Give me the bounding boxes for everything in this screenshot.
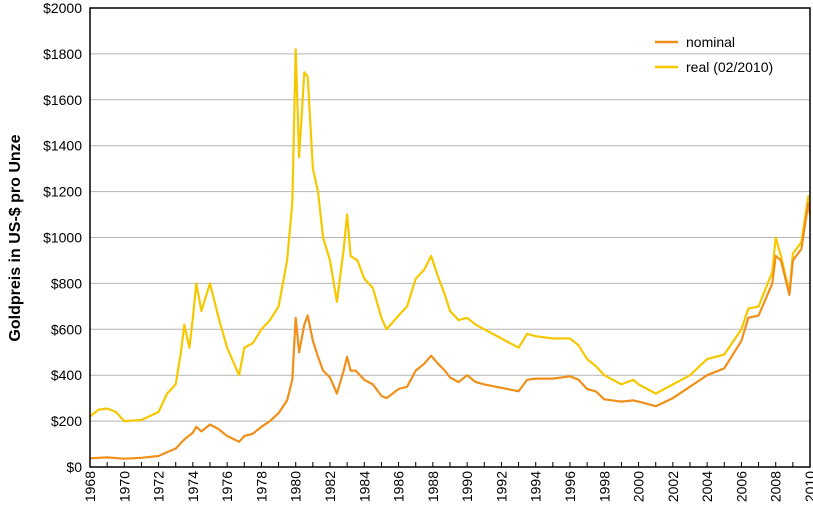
legend: nominal real (02/2010) (655, 34, 773, 75)
y-tick-label: $0 (66, 459, 82, 475)
x-tick-label: 2000 (631, 471, 647, 502)
x-tick-label: 2010 (802, 471, 813, 502)
x-tick-label: 2002 (665, 471, 681, 502)
y-tick-label: $600 (51, 321, 82, 337)
x-tick-label: 1972 (151, 471, 167, 502)
y-tick-label: $200 (51, 413, 82, 429)
y-tick-label: $1800 (43, 46, 82, 62)
legend-label-nominal: nominal (686, 34, 735, 50)
x-tick-label: 1992 (493, 471, 509, 502)
x-tick-label: 1974 (185, 471, 201, 502)
y-tick-label: $1200 (43, 184, 82, 200)
x-tick-label: 1996 (562, 471, 578, 502)
y-tick-label: $1000 (43, 230, 82, 246)
y-axis-label: Goldpreis in US-$ pro Unze (7, 134, 24, 341)
y-tick-label: $1400 (43, 138, 82, 154)
plot-frame (89, 7, 811, 468)
x-tick-label: 1982 (322, 471, 338, 502)
x-tick-label: 1978 (253, 471, 269, 502)
x-tick-label: 2004 (699, 471, 715, 502)
x-tick-label: 1986 (391, 471, 407, 502)
y-tick-label: $2000 (43, 0, 82, 16)
x-tick-label: 1970 (116, 471, 132, 502)
x-tick-label: 1968 (82, 471, 98, 502)
x-tick-label: 1988 (425, 471, 441, 502)
x-tick-label: 1998 (596, 471, 612, 502)
y-tick-label: $1600 (43, 92, 82, 108)
x-tick-label: 1976 (219, 471, 235, 502)
x-axis-ticks: 1968 1970 1972 1974 1976 1978 1980 1982 1984 1986… (82, 462, 813, 502)
y-tick-label: $800 (51, 275, 82, 291)
gridlines (90, 53, 810, 422)
x-tick-label: 1980 (288, 471, 304, 502)
x-tick-label: 1990 (459, 471, 475, 502)
legend-label-real: real (02/2010) (686, 59, 773, 75)
series-line-nominal (89, 202, 812, 460)
x-tick-label: 1984 (356, 471, 372, 502)
x-tick-label: 2008 (768, 471, 784, 502)
y-tick-label: $400 (51, 367, 82, 383)
y-axis-ticks: $0 $200 $400 $600 $800 $1000 $1200 $1400 $1600 $1… (43, 0, 82, 475)
x-tick-label: 1994 (528, 471, 544, 502)
series-lines (89, 48, 812, 460)
x-tick-label: 2006 (733, 471, 749, 502)
series-line-real (89, 48, 812, 423)
